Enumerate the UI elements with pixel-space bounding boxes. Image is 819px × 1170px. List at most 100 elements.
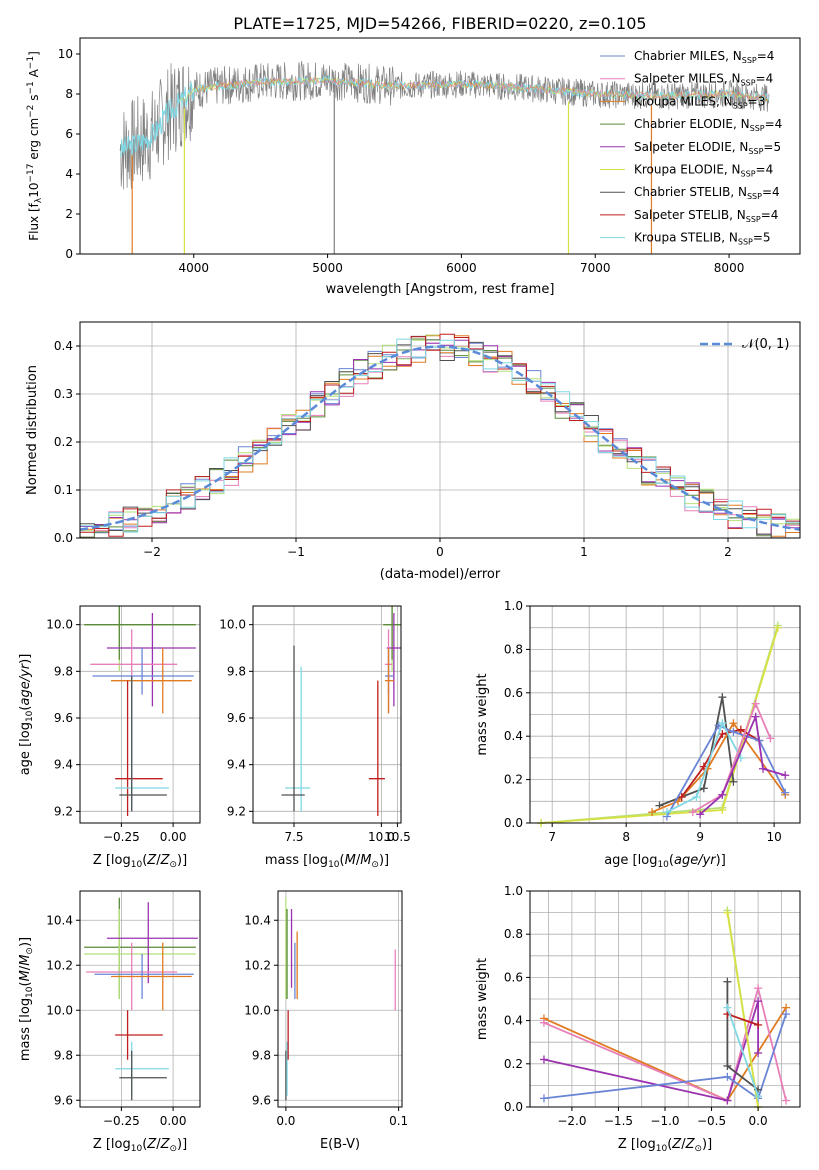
age_vs_mass-y-tick-label: 9.2 <box>227 804 246 818</box>
mass-weight-vs-metallicity-panel: −2.0 −1.5 −1.0 −0.5 0.0 0.0 0.2 0.4 0.6 0.8 1.0 Z [… <box>475 884 801 1154</box>
age_vs_Z-y-axis-label: age [log10(age/yr)] <box>18 654 35 776</box>
age_vs_mass-y-tick-label: 10.0 <box>219 618 246 632</box>
age_vs_mass-x-tick-label: 7.5 <box>284 830 303 844</box>
mass_weight_vs_age-series-line <box>692 701 772 813</box>
spectrum-model-line <box>119 74 770 157</box>
spectrum-y-tick-label: 10 <box>58 47 73 61</box>
residual-histogram-panel: −2 −1 0 1 2 0.0 0.1 0.2 0.3 0.4 (data-model)/error… <box>25 321 801 582</box>
mass_weight_vs_Z-series-line <box>543 984 787 1102</box>
gaussian-reference-curve <box>80 345 800 531</box>
histogram-y-axis-label: Normed distribution <box>25 365 40 495</box>
age_vs_Z-y-tick-label: 9.4 <box>54 758 73 772</box>
age_vs_Z-x-axis-label: Z [log10(Z/Z⊙)] <box>93 853 187 870</box>
spectrum-y-axis-label: Flux [fλ10−17 erg cm−2 s−1 A−1] <box>26 51 44 241</box>
spectrum-plot-area <box>119 60 770 254</box>
histogram-x-tick-label: 2 <box>724 545 732 559</box>
mass_weight_vs_age-x-axis-label: age [log10(age/yr)] <box>604 853 726 870</box>
mass-vs-ebv-panel: 0.0 0.1 9.6 9.8 10.0 10.2 10.4 E(B-V) <box>244 890 408 1152</box>
spectrum-legend-label: Chabrier MILES, NSSP=4 <box>634 49 774 65</box>
spectrum-y-tick-label: 8 <box>65 87 73 101</box>
histogram-x-axis-label: (data-model)/error <box>380 567 501 582</box>
mass_vs_ebv-x-axis-label: E(B-V) <box>320 1137 360 1152</box>
mass_weight_vs_age-series-line <box>680 728 760 798</box>
mass_vs_Z-y-tick-label: 9.8 <box>54 1048 73 1062</box>
mass_weight_vs_age-y-tick-label: 0.8 <box>504 642 523 656</box>
spectrum-legend-label: Kroupa MILES, NSSP=3 <box>634 94 765 110</box>
mass_vs_Z-y-axis-label: mass [log10(M/M⊙)] <box>18 937 35 1061</box>
mass_weight_vs_Z-y-tick-label: 0.2 <box>504 1057 523 1071</box>
histogram-x-tick-label: 0 <box>436 545 444 559</box>
age_vs_Z-plot-area <box>84 606 196 816</box>
mass_weight_vs_Z-x-axis-label: Z [log10(Z/Z⊙)] <box>618 1137 712 1154</box>
histogram-y-tick-label: 0.2 <box>54 435 73 449</box>
histogram-y-tick-label: 0.0 <box>54 531 73 545</box>
mass_weight_vs_Z-y-tick-label: 0.4 <box>504 1014 523 1028</box>
mass-vs-metallicity-panel: −0.25 0.00 9.6 9.8 10.0 10.2 10.4 Z [log10(Z/Z⊙… <box>18 890 201 1154</box>
spectrum-y-tick-label: 6 <box>65 127 73 141</box>
spectrum-legend-label: Chabrier ELODIE, NSSP=4 <box>634 117 782 133</box>
mass_vs_Z-x-tick-label: 0.00 <box>160 1114 187 1128</box>
mass_vs_ebv-frame <box>277 890 403 1108</box>
mass_weight_vs_age-y-tick-label: 0.4 <box>504 729 523 743</box>
mass_weight_vs_Z-y-tick-label: 0.6 <box>504 970 523 984</box>
age_vs_Z-frame <box>79 605 201 824</box>
age_vs_Z-x-tick-label: 0.00 <box>160 830 187 844</box>
mass_weight_vs_age-frame <box>529 605 801 824</box>
mass_vs_ebv-y-tick-label: 10.2 <box>244 958 271 972</box>
spectrum-x-axis-label: wavelength [Angstrom, rest frame] <box>326 282 555 297</box>
mass_vs_Z-plot-area <box>84 897 198 1101</box>
mass_weight_vs_Z-x-tick-label: 0.0 <box>749 1114 768 1128</box>
age_vs_mass-frame <box>252 605 402 824</box>
mass_weight_vs_age-y-axis-label: mass weight <box>475 673 490 755</box>
age_vs_Z-y-tick-label: 10.0 <box>46 618 73 632</box>
age_vs_mass-x-axis-label: mass [log10(M/M⊙)] <box>265 853 389 870</box>
spectrum-legend-label: Salpeter MILES, NSSP=4 <box>634 72 773 88</box>
mass_weight_vs_age-series-line <box>659 696 735 807</box>
age_vs_mass-y-tick-label: 9.6 <box>227 711 246 725</box>
spectrum-legend-label: Kroupa ELODIE, NSSP=4 <box>634 163 773 179</box>
age-vs-metallicity-panel: −0.25 0.00 9.2 9.4 9.6 9.8 10.0 Z [log10(Z/Z⊙)]… <box>18 605 201 870</box>
mass_weight_vs_Z-y-tick-label: 0.0 <box>504 1100 523 1114</box>
spectrum-legend-label: Salpeter STELIB, NSSP=4 <box>634 208 778 224</box>
mass_weight_vs_Z-series-line <box>726 1007 759 1097</box>
spectrum-x-tick-label: 8000 <box>714 261 745 275</box>
histogram-legend-label: 𝒩(0, 1) <box>742 337 789 352</box>
mass_vs_Z-y-tick-label: 9.6 <box>54 1093 73 1107</box>
mass_vs_Z-y-tick-label: 10.2 <box>46 958 73 972</box>
age_vs_Z-x-tick-label: −0.25 <box>103 830 140 844</box>
histogram-x-tick-label: −1 <box>287 545 305 559</box>
mass_weight_vs_age-series-line <box>666 720 742 813</box>
age_vs_mass-y-tick-label: 9.8 <box>227 664 246 678</box>
histogram-y-tick-label: 0.1 <box>54 483 73 497</box>
mass_weight_vs_Z-x-tick-label: −0.5 <box>697 1114 726 1128</box>
mass_vs_Z-frame <box>79 890 201 1108</box>
mass_vs_ebv-y-tick-label: 10.4 <box>244 913 271 927</box>
age_vs_mass-y-tick-label: 9.4 <box>227 758 246 772</box>
mass_weight_vs_age-y-tick-label: 1.0 <box>504 599 523 613</box>
mass_weight_vs_Z-y-tick-label: 0.8 <box>504 927 523 941</box>
spectrum-y-tick-label: 0 <box>65 247 73 261</box>
spectrum-x-tick-label: 4000 <box>178 261 209 275</box>
spectrum-y-tick-label: 4 <box>65 167 73 181</box>
histogram-x-tick-label: 1 <box>580 545 588 559</box>
spectrum-x-tick-label: 6000 <box>446 261 477 275</box>
mass_weight_vs_age-x-tick-label: 8 <box>622 830 630 844</box>
mass_vs_ebv-y-tick-label: 10.0 <box>244 1003 271 1017</box>
mass_weight_vs_age-y-tick-label: 0.0 <box>504 816 523 830</box>
spectrum-model-segment <box>212 77 769 101</box>
spectrum-frame <box>79 37 801 255</box>
mass_weight_vs_age-series-line <box>541 625 779 824</box>
figure-title: PLATE=1725, MJD=54266, FIBERID=0220, z=0… <box>233 14 646 33</box>
mass_weight_vs_Z-x-tick-label: −2.0 <box>557 1114 586 1128</box>
mass_vs_ebv-y-tick-label: 9.8 <box>252 1048 271 1062</box>
mass_vs_Z-x-axis-label: Z [log10(Z/Z⊙)] <box>93 1137 187 1154</box>
spectrum-observed-line <box>119 60 770 190</box>
mass_weight_vs_Z-y-axis-label: mass weight <box>475 958 490 1040</box>
mass_vs_ebv-plot-area <box>285 897 396 1101</box>
mass_vs_Z-x-tick-label: −0.25 <box>103 1114 140 1128</box>
spectrum-x-tick-label: 5000 <box>312 261 343 275</box>
histogram-x-tick-label: −2 <box>143 545 161 559</box>
mass_weight_vs_Z-series-line <box>543 1013 787 1100</box>
